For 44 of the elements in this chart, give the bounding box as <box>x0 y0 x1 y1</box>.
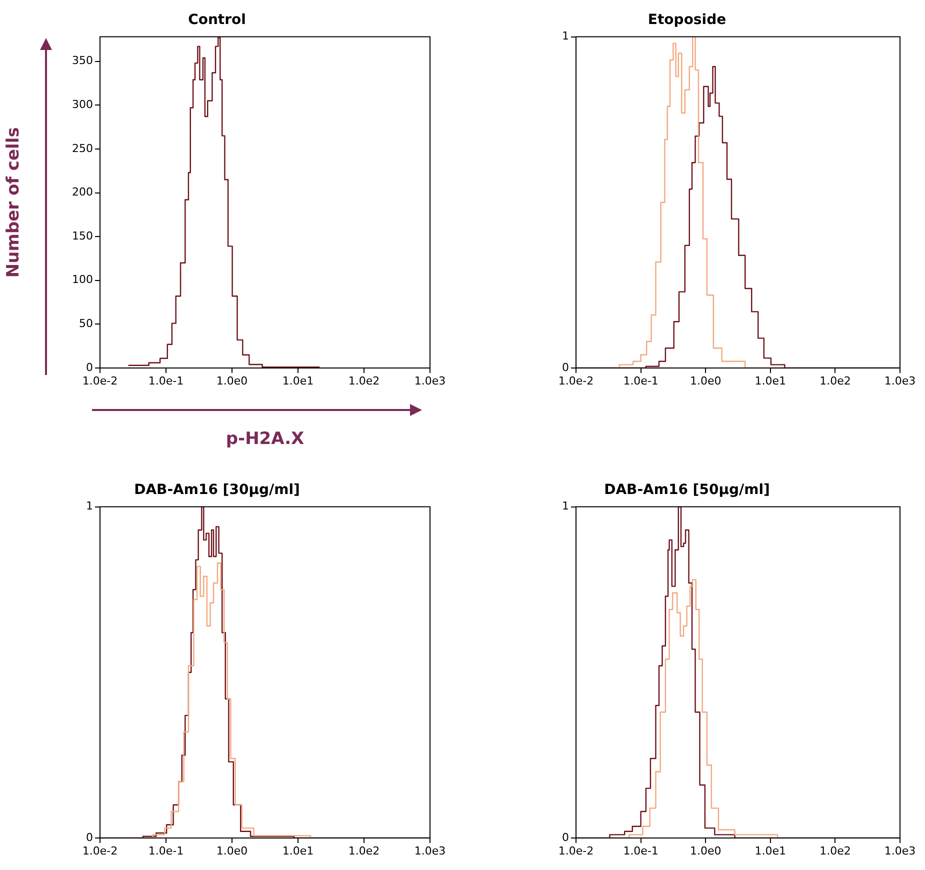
x-tick-label: 1.0e2 <box>820 374 851 388</box>
y-tick-label: 0 <box>562 830 569 844</box>
x-tick-label: 1.0e-2 <box>82 374 118 388</box>
y-tick-label: 350 <box>72 54 93 68</box>
x-tick-label: 1.0e2 <box>348 374 380 388</box>
x-tick-label: 1.0e-1 <box>623 844 658 858</box>
y-tick-label: 1 <box>562 30 569 43</box>
x-tick-label: 1.0e1 <box>754 844 786 858</box>
x-tick-label: 1.0e0 <box>690 844 722 858</box>
chart-title: DAB-Am16 [30μg/ml] <box>134 482 300 498</box>
x-tick-label: 1.0e1 <box>754 374 786 388</box>
y-axis-title: Number of cells <box>4 127 24 278</box>
x-tick-label: 1.0e3 <box>884 844 916 858</box>
x-tick-label: 1.0e-1 <box>623 374 658 388</box>
y-tick-label: 300 <box>72 98 93 111</box>
y-tick-label: 150 <box>72 229 93 242</box>
y-tick-label: 100 <box>72 273 93 286</box>
y-tick-label: 0 <box>86 360 93 374</box>
y-tick-label: 1 <box>86 500 93 513</box>
x-tick-label: 1.0e0 <box>216 844 248 858</box>
x-tick-label: 1.0e-1 <box>148 844 184 858</box>
y-tick-label: 50 <box>79 317 93 330</box>
x-tick-label: 1.0e0 <box>216 374 248 388</box>
y-tick-label: 0 <box>562 360 569 374</box>
chart-title: DAB-Am16 [50μg/ml] <box>604 482 770 498</box>
x-tick-label: 1.0e2 <box>820 844 851 858</box>
x-tick-label: 1.0e-1 <box>148 374 184 388</box>
x-tick-label: 1.0e3 <box>414 844 446 858</box>
chart-title: Etoposide <box>648 12 726 28</box>
x-axis-title: p-H2A.X <box>226 429 304 450</box>
x-tick-label: 1.0e-2 <box>82 844 118 858</box>
x-tick-label: 1.0e1 <box>282 374 314 388</box>
x-tick-label: 1.0e1 <box>282 844 314 858</box>
y-tick-label: 0 <box>86 830 93 844</box>
y-tick-label: 1 <box>562 500 569 513</box>
x-tick-label: 1.0e0 <box>690 374 722 388</box>
x-tick-label: 1.0e-2 <box>558 374 594 388</box>
x-tick-label: 1.0e-2 <box>558 844 594 858</box>
chart-title: Control <box>188 12 246 28</box>
x-tick-label: 1.0e2 <box>348 844 380 858</box>
y-tick-label: 250 <box>72 142 93 155</box>
x-tick-label: 1.0e3 <box>414 374 446 388</box>
x-tick-label: 1.0e3 <box>884 374 916 388</box>
y-tick-label: 200 <box>72 186 93 199</box>
